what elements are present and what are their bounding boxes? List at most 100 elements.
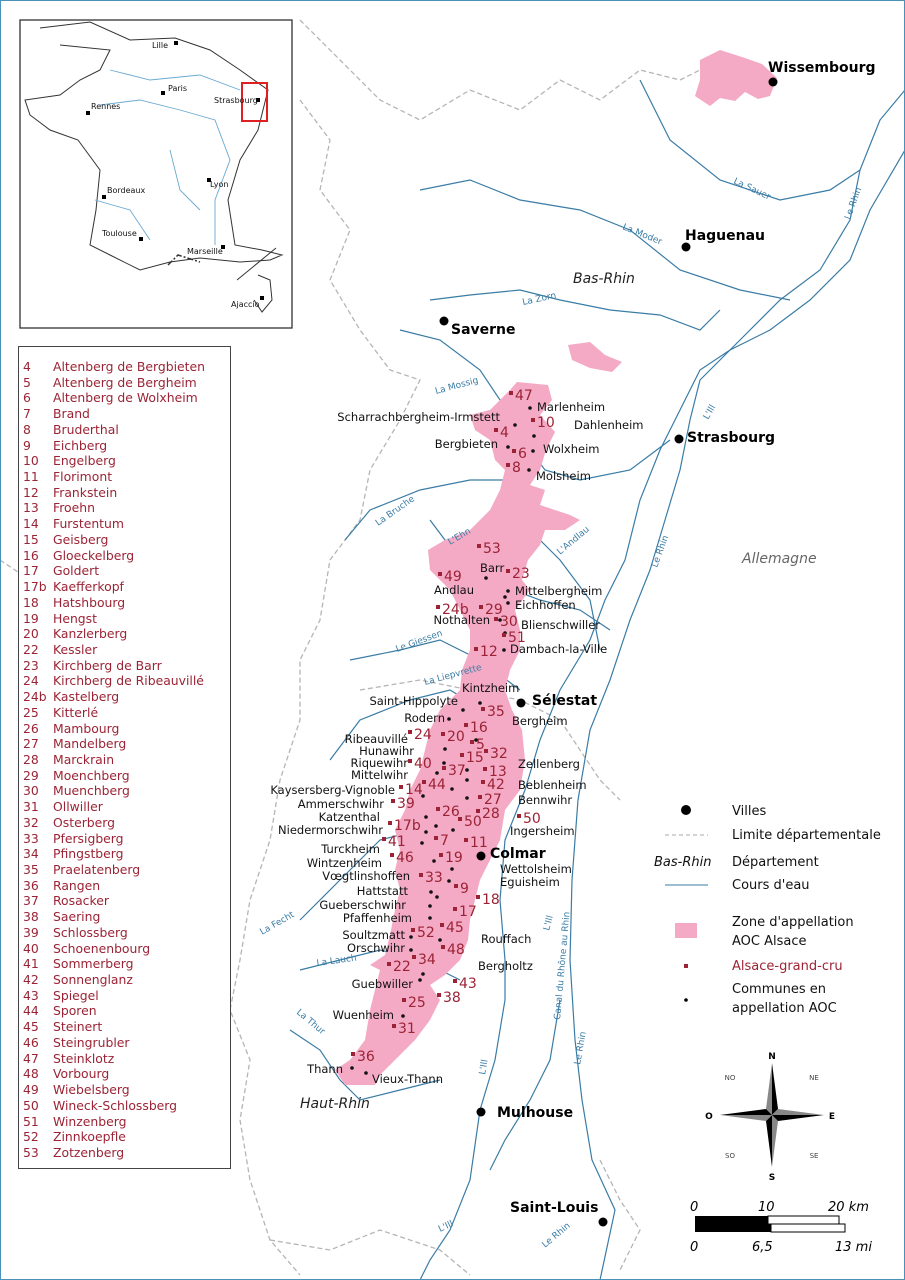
grand-cru-list-name: Altenberg de Bergbieten [53,359,205,374]
grand-cru-number: 12 [480,644,498,660]
inset-city-marker [86,111,90,115]
commune-label: Ingersheim [510,824,575,838]
grand-cru-number: 16 [470,720,488,736]
grand-cru-list-item: 14 Furstentum [23,516,230,532]
commune-marker [451,828,455,832]
city-label: Saverne [451,322,516,338]
grand-cru-list-name: Mandelberg [53,736,127,752]
commune-label: Pfaffenheim [343,911,412,925]
grand-cru-list-item: 33 Pfersigberg [23,831,230,847]
river-label: Le Rhin [573,1031,589,1066]
grand-cru-list-number: 41 [23,956,39,972]
grand-cru-number: 42 [487,777,505,793]
river-label: L'Ill [437,1219,455,1234]
commune-label: Mittelbergheim [515,584,602,598]
inset-city-marker [161,91,165,95]
commune-label: Thann [306,1062,343,1076]
grand-cru-marker [477,544,481,548]
grand-cru-number: 9 [460,881,469,897]
grand-cru-list-item: 24b Kastelberg [23,689,230,705]
grand-cru-number: 48 [447,942,465,958]
inset-highlight-box [241,82,268,122]
grand-cru-number: 4 [500,425,509,441]
grand-cru-marker [483,767,487,771]
grand-cru-number: 13 [489,764,507,780]
grand-cru-number: 17b [394,818,421,834]
department-haut-rhin: Haut-Rhin [300,1096,370,1112]
grand-cru-list-number: 40 [23,940,39,956]
compass-no: NO [725,1074,736,1082]
grand-cru-number: 23 [512,566,530,582]
grand-cru-list-number: 14 [23,516,39,532]
grand-cru-list-number: 11 [23,469,39,485]
commune-label: Bergbieten [435,437,498,451]
grand-cru-list-item: 49 Wiebelsberg [23,1082,230,1098]
river-label: La Fecht [259,910,297,938]
department-bas-rhin: Bas-Rhin [573,271,635,287]
grand-cru-list-number: 51 [23,1113,39,1129]
grand-cru-list-item: 25 Kitterlé [23,705,230,721]
inset-city-label: Lille [152,41,168,50]
grand-cru-number: 34 [418,952,436,968]
city-marker [476,851,486,861]
commune-marker [443,747,447,751]
grand-cru-list-name: Frankstein [53,484,118,500]
inset-city-marker [139,237,143,241]
grand-cru-number: 24 [414,727,432,743]
river-label: Le Rhin [650,534,671,569]
grand-cru-list-name: Altenberg de Bergheim [53,374,197,390]
commune-marker [418,978,422,982]
inset-city-marker [221,245,225,249]
compass-n: N [768,1052,776,1062]
grand-cru-list-number: 48 [23,1066,39,1082]
grand-cru-list-item: 29 Moenchberg [23,768,230,784]
grand-cru-list-name: Muenchberg [53,783,130,799]
commune-label: Kintzheim [462,681,519,695]
grand-cru-list-number: 36 [23,877,39,893]
grand-cru-list-number: 10 [23,453,39,469]
commune-label: Ribeauvillé [345,732,408,746]
city-marker [681,242,691,252]
grand-cru-marker [494,617,498,621]
grand-cru-number: 38 [443,990,461,1006]
commune-label: Saint-Hippolyte [369,694,458,708]
grand-cru-list-number: 23 [23,657,39,673]
grand-cru-list-number: 32 [23,814,39,830]
grand-cru-list-name: Wiebelsberg [53,1082,130,1098]
inset-city-label: Lyon [210,180,228,189]
commune-label: Hattstatt [357,884,409,898]
city-marker [598,1217,608,1227]
commune-label: Molsheim [536,469,591,483]
commune-marker [506,445,510,449]
grand-cru-list-number: 49 [23,1082,39,1098]
city-marker [768,77,778,87]
commune-marker [513,423,517,427]
commune-label: Wettolsheim [500,862,572,876]
grand-cru-list-name: Furstentum [53,516,124,532]
commune-marker [502,648,506,652]
grand-cru-list-name: Hengst [53,610,97,626]
grand-cru-list-item: 32 Osterberg [23,815,230,831]
grand-cru-number: 50 [523,811,541,827]
grand-cru-number: 32 [490,746,508,762]
grand-cru-marker [476,809,480,813]
grand-cru-list-number: 46 [23,1034,39,1050]
compass-se: SE [810,1152,819,1160]
grand-cru-marker [458,817,462,821]
commune-symbol [684,998,688,1002]
grand-cru-list-name: Kirchberg de Ribeauvillé [53,673,204,689]
commune-marker [420,841,424,845]
commune-label: Dahlenheim [574,418,644,432]
city-marker [476,1107,486,1117]
grand-cru-list-number: 45 [23,1019,39,1035]
grand-cru-list-number: 52 [23,1129,39,1145]
grand-cru-list: 4 Altenberg de Bergbieten 5 Altenberg de Be… [18,346,231,1169]
grand-cru-list-number: 8 [23,421,31,437]
grand-cru-number: 20 [447,729,465,745]
river-label: La Moder [621,223,664,248]
grand-cru-list-number: 16 [23,547,39,563]
grand-cru-list-name: Bruderthal [53,421,119,437]
river-label: Le Giessen [395,629,444,655]
grand-cru-list-item: 43 Spiegel [23,988,230,1004]
grand-cru-list-name: Kaefferkopf [53,579,124,595]
